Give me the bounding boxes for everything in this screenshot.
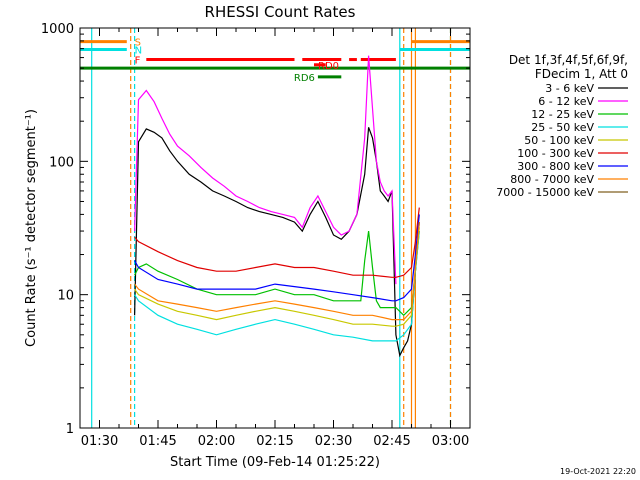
- legend-label-7: 800 - 7000 keV: [510, 173, 594, 186]
- flag-label-n: N: [135, 45, 142, 56]
- x-tick-label: 02:00: [198, 434, 235, 449]
- chart-title: RHESSI Count Rates: [205, 3, 356, 21]
- series-line-1: [134, 55, 397, 285]
- legend-label-0: 3 - 6 keV: [545, 82, 594, 95]
- legend-label-1: 6 - 12 keV: [538, 95, 594, 108]
- timestamp: 19-Oct-2021 22:20: [560, 467, 636, 476]
- series-line-0: [134, 127, 420, 358]
- y-tick-label: 1000: [41, 22, 74, 37]
- series-line-5: [134, 207, 420, 278]
- series-line-4: [134, 227, 420, 327]
- legend-header-line-2: FDecim 1, Att 0: [535, 67, 628, 81]
- legend-label-4: 50 - 100 keV: [524, 134, 594, 147]
- x-tick-label: 02:15: [256, 434, 293, 449]
- flag-label-rd6: RD6: [294, 73, 315, 84]
- series-line-3: [134, 231, 420, 342]
- legend-header-line-1: Det 1f,3f,4f,5f,6f,9f,: [509, 53, 628, 67]
- legend: Det 1f,3f,4f,5f,6f,9f, FDecim 1, Att 0 3…: [496, 53, 628, 199]
- x-axis-label: Start Time (09-Feb-14 01:25:22): [170, 455, 380, 470]
- y-tick-label: 1: [66, 422, 74, 437]
- legend-label-5: 100 - 300 keV: [517, 147, 594, 160]
- x-tick-label: 01:30: [81, 434, 118, 449]
- x-tick-label: 03:00: [432, 434, 469, 449]
- legend-label-6: 300 - 800 keV: [517, 160, 594, 173]
- legend-label-3: 25 - 50 keV: [531, 121, 594, 134]
- x-tick-label: 02:45: [373, 434, 410, 449]
- flag-label-f: F: [135, 56, 141, 67]
- x-tick-label: 01:45: [139, 434, 176, 449]
- axis-marks: 01:30 01:45 02:00 02:15 02:30 02:45 03:00 1 10 10…: [41, 22, 471, 449]
- legend-label-8: 7000 - 15000 keV: [496, 186, 594, 199]
- series-line-6: [134, 214, 420, 302]
- legend-label-2: 12 - 25 keV: [531, 108, 594, 121]
- flag-label-rd0: RD0: [318, 61, 339, 72]
- flag-label-s: S: [135, 38, 141, 49]
- series-line-2: [134, 231, 420, 317]
- x-tick-label: 02:30: [315, 434, 352, 449]
- series-line-7: [134, 222, 420, 321]
- y-tick-label: 10: [57, 289, 74, 304]
- y-axis-label: Count Rate (s⁻¹ detector segment⁻¹): [24, 109, 39, 347]
- y-tick-label: 100: [49, 155, 74, 170]
